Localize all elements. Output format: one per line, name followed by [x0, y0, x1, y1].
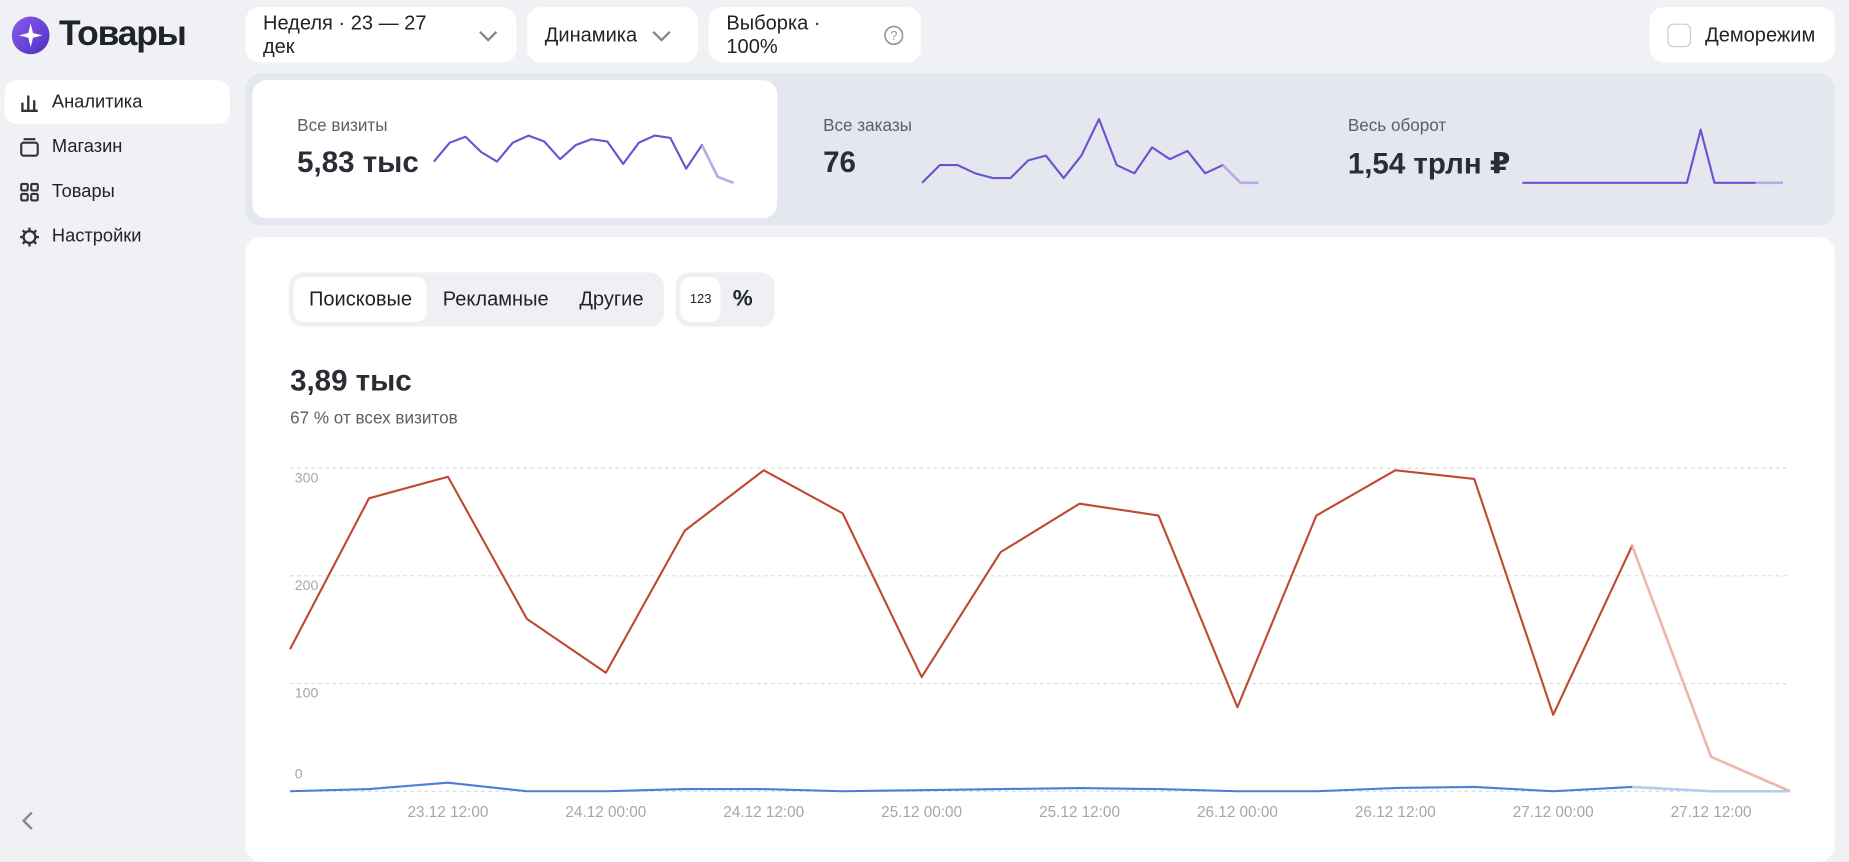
line	[433, 134, 734, 184]
line	[289, 469, 1791, 793]
demo-label: Деморежим	[1705, 22, 1816, 46]
sample-button[interactable]: Выборка · 100% ?	[708, 7, 921, 63]
main-panel	[245, 237, 1835, 862]
x-tick-label: 27.12 00:00	[1513, 804, 1594, 821]
chevron	[479, 30, 498, 42]
partial-line	[1632, 785, 1791, 793]
unit-toggle: 123 %	[675, 272, 775, 327]
nav-icon	[20, 226, 39, 246]
nav-label: Настройки	[51, 225, 142, 246]
nav-icon	[20, 137, 39, 157]
partial-line	[700, 144, 734, 184]
x-tick-label: 26.12 12:00	[1355, 804, 1436, 821]
sample-label: Выборка · 100%	[726, 11, 821, 58]
card-label: Все заказы	[823, 116, 912, 136]
summary-value: 3,89 тыс	[290, 364, 412, 398]
line	[921, 118, 1259, 184]
y-tick-label: 0	[295, 765, 303, 781]
line	[1522, 128, 1783, 184]
svg-text:?: ?	[890, 28, 897, 43]
card-value: 5,83 тыс	[297, 146, 419, 180]
x-tick-label: 24.12 12:00	[723, 804, 804, 821]
card-label: Все визиты	[297, 116, 388, 136]
collapse-button[interactable]	[19, 810, 38, 831]
chevron	[652, 30, 671, 42]
y-tick-label: 300	[295, 469, 319, 485]
card-active[interactable]	[252, 80, 778, 219]
summary-note: 67 % от всех визитов	[290, 409, 458, 429]
dropdown-label: Динамика	[544, 22, 638, 46]
nav-item[interactable]: Аналитика	[4, 80, 230, 124]
logo-text: Товары	[58, 14, 187, 54]
nav-icon	[20, 182, 39, 201]
y-tick-label: 200	[295, 577, 319, 593]
y-tick-label: 100	[295, 685, 319, 701]
x-tick-label: 27.12 12:00	[1671, 804, 1752, 821]
card-value: 1,54 трлн ₽	[1347, 147, 1511, 181]
nav-item[interactable]: Настройки	[5, 215, 230, 259]
dropdown-label: Неделя · 23 — 27 дек	[262, 11, 427, 58]
x-tick-label: 24.12 00:00	[565, 804, 646, 821]
partial-line	[1630, 545, 1791, 793]
help-icon: ?	[884, 25, 904, 45]
nav-item[interactable]: Товары	[5, 170, 230, 214]
x-tick-label: 26.12 00:00	[1197, 804, 1278, 821]
nav-label: Магазин	[51, 136, 123, 157]
demo-toggle[interactable]: Деморежим	[1649, 7, 1835, 63]
x-tick-label: 25.12 12:00	[1039, 804, 1120, 821]
nav-item[interactable]: Магазин	[5, 125, 230, 169]
card-label: Весь оборот	[1347, 116, 1447, 136]
logo-icon	[11, 16, 50, 55]
x-tick-label: 23.12 12:00	[408, 804, 489, 821]
checkbox[interactable]	[1667, 22, 1691, 47]
unit-option[interactable]: 123	[680, 277, 721, 322]
mode-dropdown[interactable]: Динамика	[527, 7, 699, 63]
x-tick-label: 25.12 00:00	[881, 804, 962, 821]
nav-icon	[21, 94, 38, 112]
line	[290, 781, 1791, 793]
nav-label: Аналитика	[51, 91, 143, 112]
unit-option[interactable]: %	[732, 286, 753, 312]
period-dropdown[interactable]: Неделя · 23 — 27 дек	[245, 7, 517, 63]
nav-label: Товары	[51, 181, 115, 202]
partial-line	[1221, 164, 1259, 185]
card-value: 76	[823, 146, 856, 180]
traffic-tabs: Поисковые Рекламные Другие	[288, 272, 664, 327]
tab[interactable]: Поисковые	[293, 277, 428, 322]
tab[interactable]: Рекламные	[442, 287, 549, 311]
tab[interactable]: Другие	[579, 287, 644, 311]
